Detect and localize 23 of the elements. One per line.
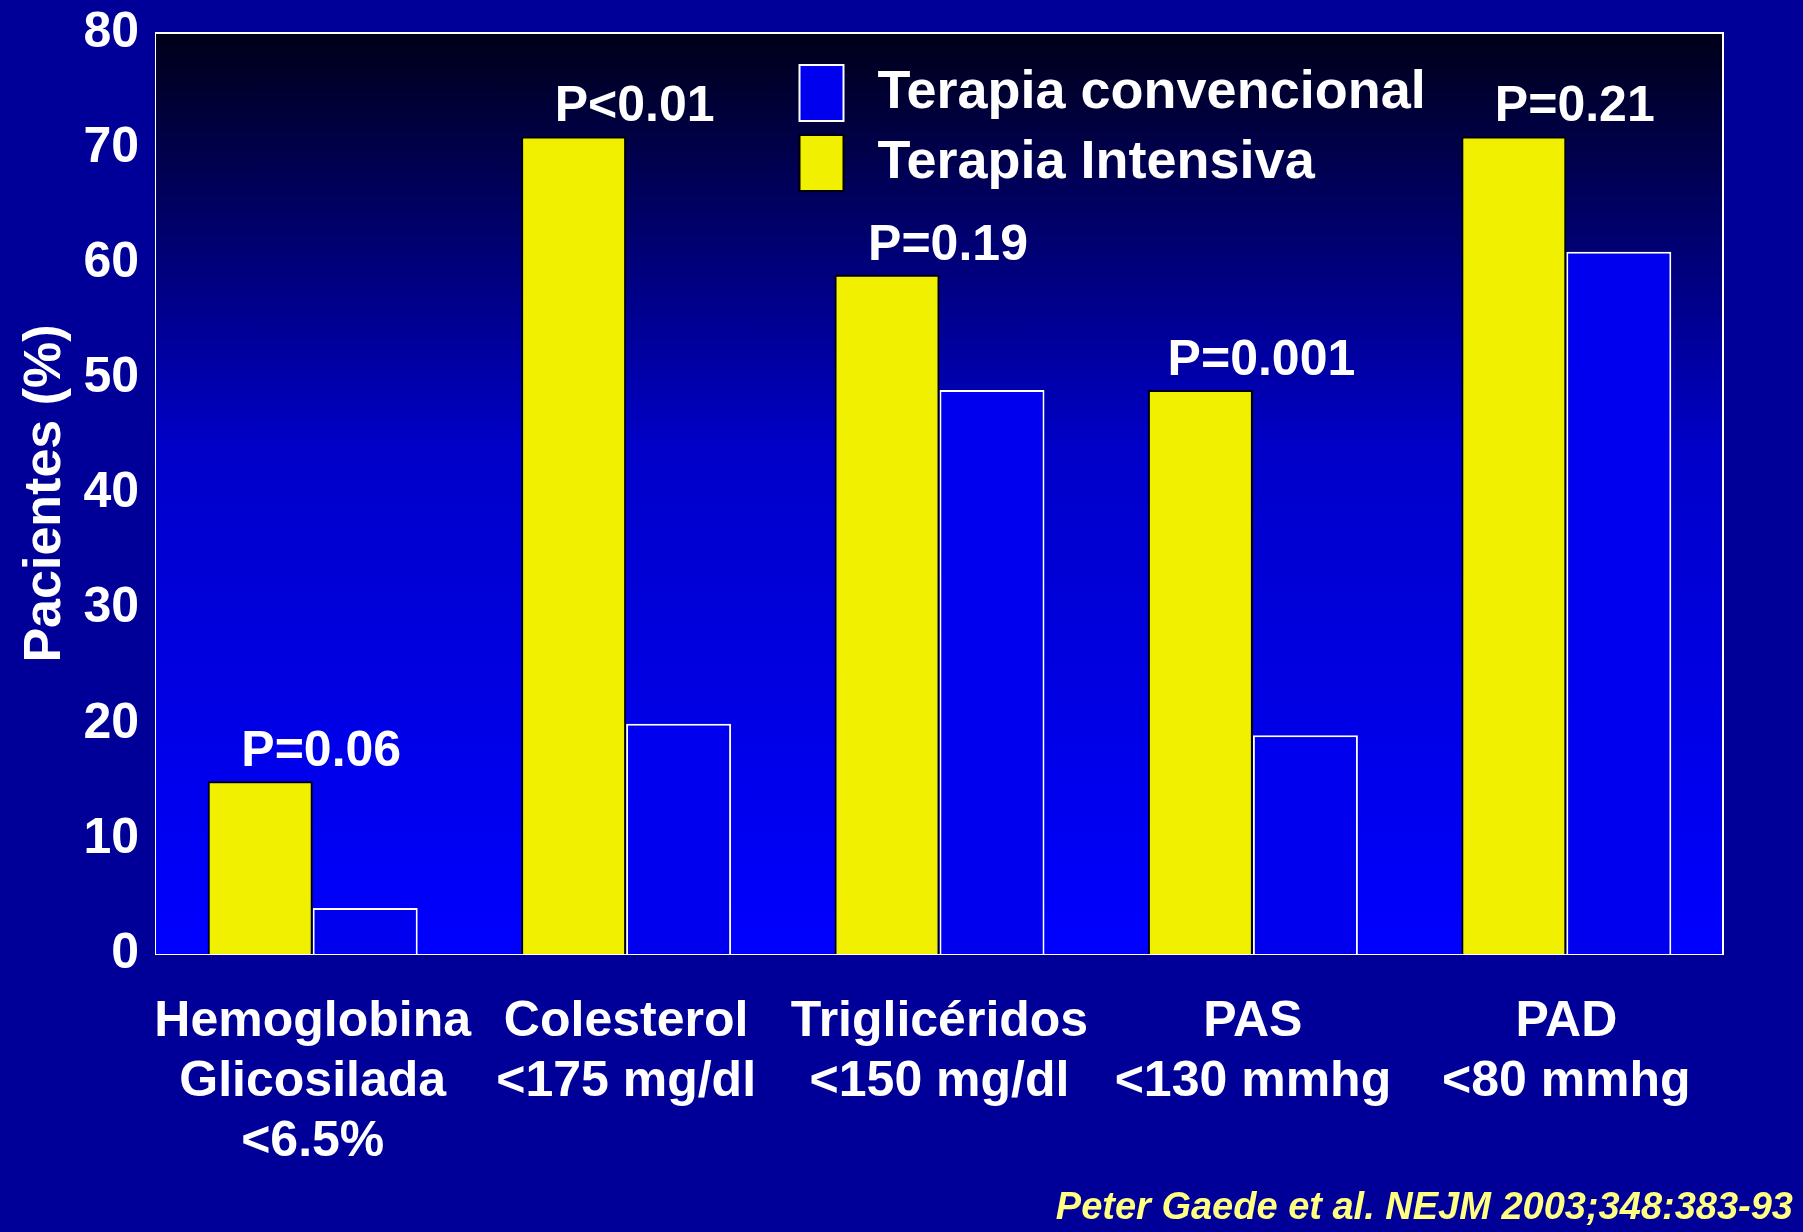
y-tick-label: 20: [83, 692, 140, 749]
x-tick-label: Colesterol <175 mg/dl: [496, 990, 757, 1107]
y-tick-label: 10: [83, 807, 140, 864]
y-axis-title: Pacientes (%): [12, 324, 71, 663]
annotation: P<0.01: [554, 76, 715, 133]
legend-label: Terapia Intensiva: [877, 128, 1316, 189]
annotation: P=0.001: [1167, 329, 1356, 386]
y-tick-label: 40: [83, 462, 140, 519]
x-tick-label: PAS <130 mmhg: [1114, 990, 1392, 1107]
y-tick-label: 70: [83, 116, 140, 173]
annotation: P=0.19: [868, 214, 1028, 271]
x-tick-label: Triglicéridos <150 mg/dl: [790, 990, 1089, 1107]
annotation: P=0.06: [241, 721, 402, 778]
y-tick-label: 0: [111, 922, 140, 979]
annotation: P=0.21: [1494, 76, 1655, 133]
legend-label: Terapia convencional: [877, 58, 1426, 119]
x-tick-label: PAD <80 mmhg: [1441, 990, 1691, 1107]
y-tick-label: 50: [83, 347, 140, 404]
y-tick-label: 80: [83, 1, 140, 58]
y-tick-label: 30: [83, 577, 140, 634]
text: Peter Gaede et al. NEJM 2003;348:383-93: [1055, 1185, 1793, 1228]
y-tick-label: 60: [83, 232, 140, 289]
x-tick-label: Hemoglobina Glicosilada <6.5%: [154, 990, 473, 1167]
